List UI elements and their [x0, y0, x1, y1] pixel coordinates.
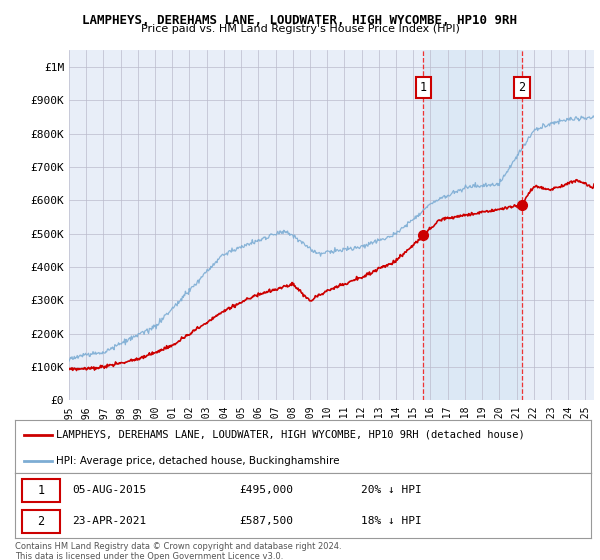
- Bar: [423, 50, 522, 400]
- FancyBboxPatch shape: [22, 510, 60, 533]
- Text: 05-AUG-2015: 05-AUG-2015: [73, 486, 147, 495]
- Text: 1: 1: [419, 81, 427, 94]
- Text: 2: 2: [518, 81, 526, 94]
- Text: 20% ↓ HPI: 20% ↓ HPI: [361, 486, 421, 495]
- Text: 18% ↓ HPI: 18% ↓ HPI: [361, 516, 421, 526]
- Text: 1: 1: [37, 484, 44, 497]
- Text: £587,500: £587,500: [239, 516, 293, 526]
- FancyBboxPatch shape: [22, 479, 60, 502]
- Text: £495,000: £495,000: [239, 486, 293, 495]
- Text: HPI: Average price, detached house, Buckinghamshire: HPI: Average price, detached house, Buck…: [56, 456, 340, 466]
- Text: Contains HM Land Registry data © Crown copyright and database right 2024.
This d: Contains HM Land Registry data © Crown c…: [15, 542, 341, 560]
- Text: Price paid vs. HM Land Registry's House Price Index (HPI): Price paid vs. HM Land Registry's House …: [140, 24, 460, 34]
- Text: LAMPHEYS, DEREHAMS LANE, LOUDWATER, HIGH WYCOMBE, HP10 9RH (detached house): LAMPHEYS, DEREHAMS LANE, LOUDWATER, HIGH…: [56, 430, 525, 440]
- Text: LAMPHEYS, DEREHAMS LANE, LOUDWATER, HIGH WYCOMBE, HP10 9RH: LAMPHEYS, DEREHAMS LANE, LOUDWATER, HIGH…: [83, 14, 517, 27]
- Text: 2: 2: [37, 515, 44, 528]
- Text: 23-APR-2021: 23-APR-2021: [73, 516, 147, 526]
